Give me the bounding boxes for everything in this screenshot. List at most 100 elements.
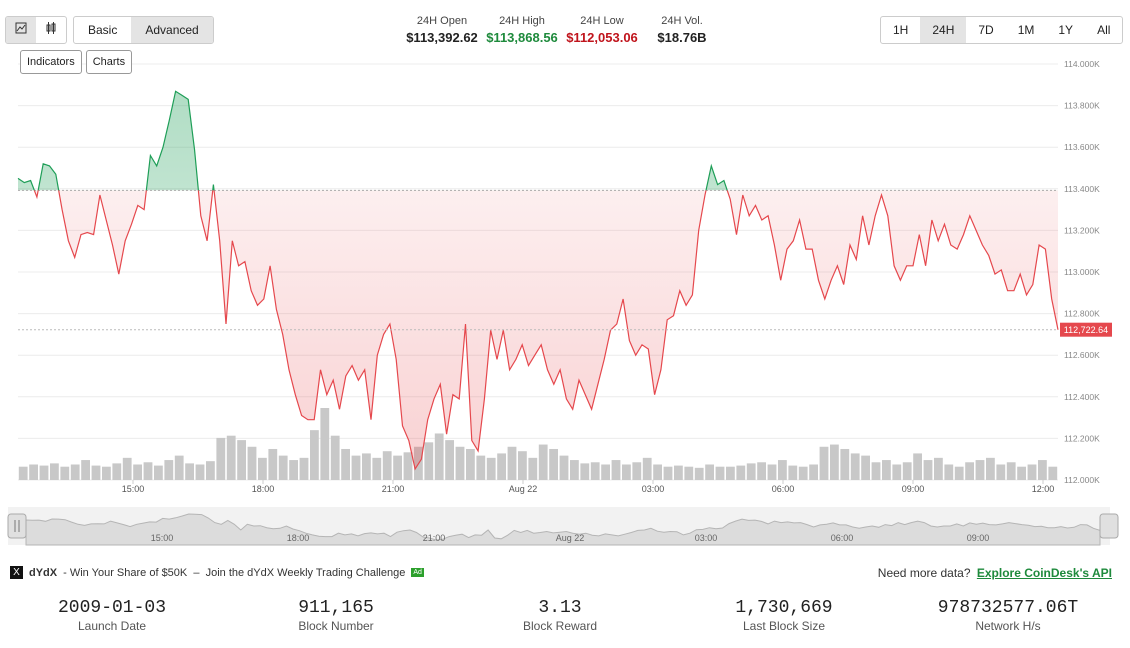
volume-bar [726, 466, 735, 480]
volume-bar [767, 464, 777, 480]
stat: 24H Vol. $18.76B [642, 15, 722, 45]
api-link[interactable]: Explore CoinDesk's API [976, 566, 1112, 580]
mode-button[interactable]: Basic [88, 23, 118, 37]
x-tick-label: 12:00 [1032, 484, 1055, 494]
volume-bar [986, 457, 995, 480]
volume-bar [39, 465, 49, 480]
volume-bar [871, 462, 881, 480]
y-tick-label: 113.200K [1064, 225, 1100, 235]
metric-label: Launch Date [77, 619, 147, 633]
volume-bar [549, 448, 558, 480]
line-chart-icon[interactable] [6, 17, 36, 43]
volume-bar [913, 453, 922, 480]
volume-bar [174, 455, 184, 480]
ad-text[interactable]: - Win Your Share of $50K – Join the dYdX… [63, 566, 406, 579]
range-button[interactable]: 1Y [1058, 23, 1074, 37]
volume-bar [892, 464, 902, 480]
navigator-handle[interactable] [1099, 513, 1119, 539]
volume-bar [70, 464, 80, 480]
volume-bar [601, 464, 610, 480]
volume-bar [195, 464, 205, 480]
range-button[interactable]: 24H [920, 17, 967, 43]
volume-bar [372, 457, 382, 480]
volume-bar [954, 466, 964, 480]
volume-bar [798, 466, 808, 480]
metric-value: 3.13 [538, 598, 582, 618]
volume-bar [393, 455, 402, 480]
mode-toggle: Basic Advanced [73, 16, 214, 44]
y-tick-label: 114.000K [1064, 59, 1100, 69]
chart-style-toggle [5, 16, 67, 44]
metric-label: Block Reward [522, 619, 598, 633]
range-toggle: 1H 24H 7D 1M 1Y All [880, 16, 1124, 44]
range-button[interactable]: 1H [893, 23, 909, 37]
navigator-handle[interactable] [7, 513, 27, 539]
volume-bar [133, 464, 142, 480]
metric: 911,165 Block Number [236, 598, 436, 633]
volume-bar [1038, 460, 1047, 480]
price-line-down [33, 190, 1059, 471]
y-tick-label: 112.400K [1064, 392, 1100, 402]
y-tick-label: 112.200K [1064, 433, 1100, 443]
ad-brand[interactable]: dYdX [29, 566, 58, 579]
volume-bar [102, 466, 111, 480]
volume-bar [330, 435, 340, 480]
volume-bar [466, 448, 475, 480]
stat-label: 24H Vol. [661, 15, 703, 27]
volume-bar [50, 463, 59, 480]
y-tick-label: 113.000K [1064, 267, 1100, 277]
volume-bar [1027, 464, 1037, 480]
x-tick-label: Aug 22 [509, 484, 538, 494]
volume-bar [694, 467, 704, 480]
range-button[interactable]: 7D [978, 23, 994, 37]
stat: 24H Open $113,392.62 [402, 15, 482, 45]
volume-bar [320, 408, 330, 480]
volume-bar [112, 463, 122, 480]
volume-bar [882, 460, 891, 480]
icon [46, 22, 56, 34]
stat: 24H High $113,868.56 [482, 15, 562, 45]
volume-bar [154, 465, 163, 480]
volume-bar [434, 433, 444, 480]
stat-value: $113,868.56 [486, 30, 558, 45]
volume-bar [944, 464, 954, 480]
volume-bar [528, 457, 538, 480]
y-tick-label: 113.400K [1064, 184, 1100, 194]
stat-label: 24H High [499, 15, 545, 27]
ad-logo: X [10, 566, 23, 579]
volume-bar [497, 453, 506, 480]
range-button[interactable]: 1M [1017, 23, 1035, 37]
volume-bar [1048, 466, 1058, 480]
volume-bar [809, 464, 818, 480]
volume-bar [362, 453, 371, 480]
volume-bar [965, 462, 974, 480]
tool-button[interactable]: Indicators [20, 50, 82, 74]
stat-label: 24H Low [580, 15, 624, 27]
x-tick-label: 06:00 [772, 484, 795, 494]
navigator-label: 18:00 [287, 533, 310, 543]
metric-value: 2009-01-03 [57, 598, 167, 618]
ad-badge: Ad [411, 568, 424, 577]
api-row: Need more data? Explore CoinDesk's API [878, 566, 1112, 580]
volume-bar [830, 444, 839, 480]
volume-bar [289, 460, 298, 480]
volume-bar [268, 448, 278, 480]
volume-bar [736, 465, 746, 480]
tool-button[interactable]: Charts [85, 50, 133, 74]
volume-bar [310, 430, 319, 480]
candle-chart-icon[interactable] [36, 17, 66, 43]
mode-button[interactable]: Advanced [131, 17, 213, 43]
volume-bar [902, 462, 912, 480]
x-tick-label: 21:00 [382, 484, 405, 494]
volume-bar [445, 440, 454, 480]
volume-bar [216, 437, 226, 480]
navigator-label: 21:00 [423, 533, 446, 543]
range-button[interactable]: All [1097, 23, 1111, 37]
stat-label: 24H Open [416, 15, 468, 27]
price-chart: 15:00 18:00 21:00 Aug 22 03:00 06:00 09:00 112… [7, 59, 1119, 546]
volume-bar [18, 466, 28, 480]
volume-bar [757, 462, 766, 480]
volume-bar [923, 460, 933, 480]
volume-bar [611, 460, 621, 480]
